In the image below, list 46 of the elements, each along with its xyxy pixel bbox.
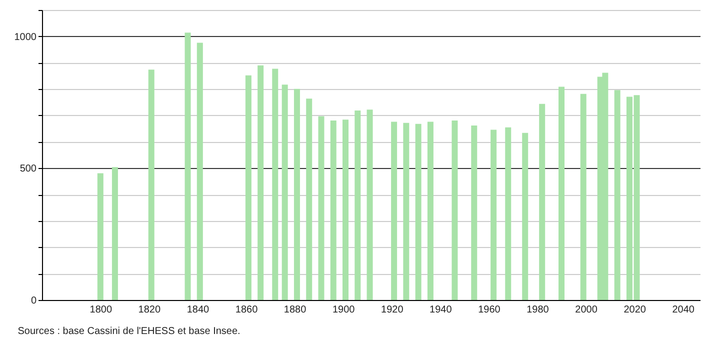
- bar: [427, 122, 434, 300]
- y-tick-label: 500: [20, 164, 37, 175]
- bar: [415, 124, 422, 300]
- bar: [522, 132, 528, 300]
- bar: [342, 120, 349, 300]
- x-tick-label: 1960: [478, 304, 501, 316]
- bar: [294, 88, 300, 300]
- bar: [330, 120, 336, 300]
- x-tick-label: 1920: [381, 304, 404, 316]
- bar: [97, 173, 104, 300]
- bar: [272, 68, 278, 300]
- bar: [558, 86, 565, 300]
- source-note: Sources : base Cassini de l'EHESS et base Insee.: [18, 326, 240, 337]
- bar: [403, 122, 410, 300]
- bar: [258, 65, 264, 300]
- x-tick-label: 1840: [186, 304, 210, 316]
- bar: [471, 125, 478, 300]
- x-tick-label: 1880: [284, 304, 307, 316]
- bar: [148, 70, 154, 300]
- x-tick-label: 1860: [235, 304, 258, 316]
- bar: [318, 116, 324, 300]
- bar: [614, 90, 620, 300]
- bar: [490, 130, 497, 300]
- bar: [580, 94, 586, 300]
- bar: [354, 110, 361, 300]
- x-tick-label: 1900: [332, 304, 356, 316]
- bar: [282, 84, 288, 300]
- x-tick-label: 1800: [90, 304, 112, 316]
- x-tick-label: 1940: [430, 304, 452, 316]
- y-tick-label: 0: [30, 296, 37, 306]
- bar: [184, 32, 191, 300]
- bar: [505, 127, 512, 300]
- x-tick-label: 2000: [575, 304, 598, 316]
- bar: [391, 122, 398, 300]
- y-tick-label: 1000: [14, 32, 37, 43]
- x-tick-label: 2040: [672, 304, 695, 316]
- bar: [196, 42, 203, 300]
- bar: [112, 167, 118, 300]
- bar: [366, 110, 373, 300]
- bar: [452, 120, 458, 300]
- x-tick-label: 1820: [138, 304, 161, 316]
- bar: [245, 75, 252, 300]
- bar: [306, 98, 312, 300]
- x-tick-label: 1980: [526, 304, 550, 316]
- bar: [539, 104, 546, 300]
- x-tick-label: 2020: [624, 304, 646, 316]
